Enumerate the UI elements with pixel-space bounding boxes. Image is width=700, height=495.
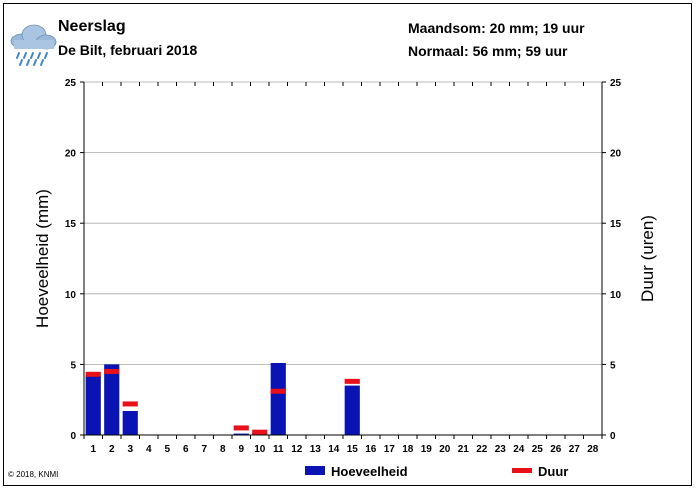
y-tick-label: 15	[65, 219, 77, 230]
x-tick-label: 24	[513, 444, 525, 455]
x-tick-label: 18	[402, 444, 414, 455]
x-tick-label: 17	[384, 444, 396, 455]
x-tick-label: 3	[127, 444, 133, 455]
x-tick-label: 14	[328, 444, 340, 455]
legend-swatch-amount	[305, 466, 325, 475]
x-tick-label: 15	[347, 444, 359, 455]
x-tick-label: 23	[495, 444, 507, 455]
x-tick-label: 16	[365, 444, 377, 455]
x-tick-label: 5	[164, 444, 170, 455]
duration-marker	[344, 378, 360, 384]
y2-tick-label: 0	[610, 431, 616, 442]
y-tick-label: 5	[70, 360, 76, 371]
x-tick-label: 21	[458, 444, 470, 455]
x-tick-label: 4	[146, 444, 152, 455]
x-tick-label: 19	[421, 444, 433, 455]
x-tick-label: 26	[550, 444, 562, 455]
duration-marker	[252, 429, 268, 435]
duration-marker	[122, 401, 138, 407]
copyright: © 2018, KNMI	[8, 470, 59, 479]
duration-marker	[104, 368, 120, 374]
y-tick-label: 10	[65, 290, 77, 301]
legend-swatch-duration	[512, 468, 532, 473]
y2-tick-label: 25	[610, 78, 622, 89]
y2-tick-label: 10	[610, 290, 622, 301]
x-tick-label: 28	[587, 444, 599, 455]
y2-tick-label: 15	[610, 219, 622, 230]
x-tick-label: 20	[439, 444, 451, 455]
y2-tick-label: 20	[610, 149, 622, 160]
y-tick-label: 25	[65, 78, 77, 89]
x-tick-label: 25	[532, 444, 544, 455]
x-tick-label: 2	[109, 444, 115, 455]
amount-bar	[270, 362, 286, 435]
y2-axis-label: Duur (uren)	[638, 215, 657, 302]
legend-label-amount: Hoeveelheid	[331, 464, 408, 479]
amount-bar	[233, 433, 249, 435]
x-tick-label: 13	[310, 444, 322, 455]
legend-label-duration: Duur	[538, 464, 568, 479]
x-tick-label: 1	[90, 444, 96, 455]
x-tick-label: 7	[201, 444, 207, 455]
x-tick-label: 10	[254, 444, 266, 455]
amount-bar	[122, 410, 138, 435]
amount-bar	[85, 375, 101, 435]
duration-marker	[233, 425, 249, 431]
x-tick-label: 22	[476, 444, 488, 455]
amount-bar	[104, 364, 120, 435]
y-tick-label: 20	[65, 149, 77, 160]
x-tick-label: 9	[238, 444, 244, 455]
duration-marker	[85, 371, 101, 377]
x-tick-label: 27	[569, 444, 581, 455]
y2-tick-label: 5	[610, 360, 616, 371]
x-tick-label: 8	[220, 444, 226, 455]
duration-marker	[270, 388, 286, 394]
normal-value: Normaal: 56 mm; 59 uur	[408, 43, 568, 59]
x-tick-label: 6	[183, 444, 189, 455]
y-tick-label: 0	[70, 431, 76, 442]
month-total: Maandsom: 20 mm; 19 uur	[408, 20, 585, 36]
y-axis-label: Hoeveelheid (mm)	[33, 189, 52, 328]
x-tick-label: 11	[273, 444, 284, 455]
x-tick-label: 12	[291, 444, 303, 455]
amount-bar	[344, 385, 360, 435]
chart-subtitle: De Bilt, februari 2018	[58, 42, 198, 58]
chart-title: Neerslag	[58, 18, 126, 35]
